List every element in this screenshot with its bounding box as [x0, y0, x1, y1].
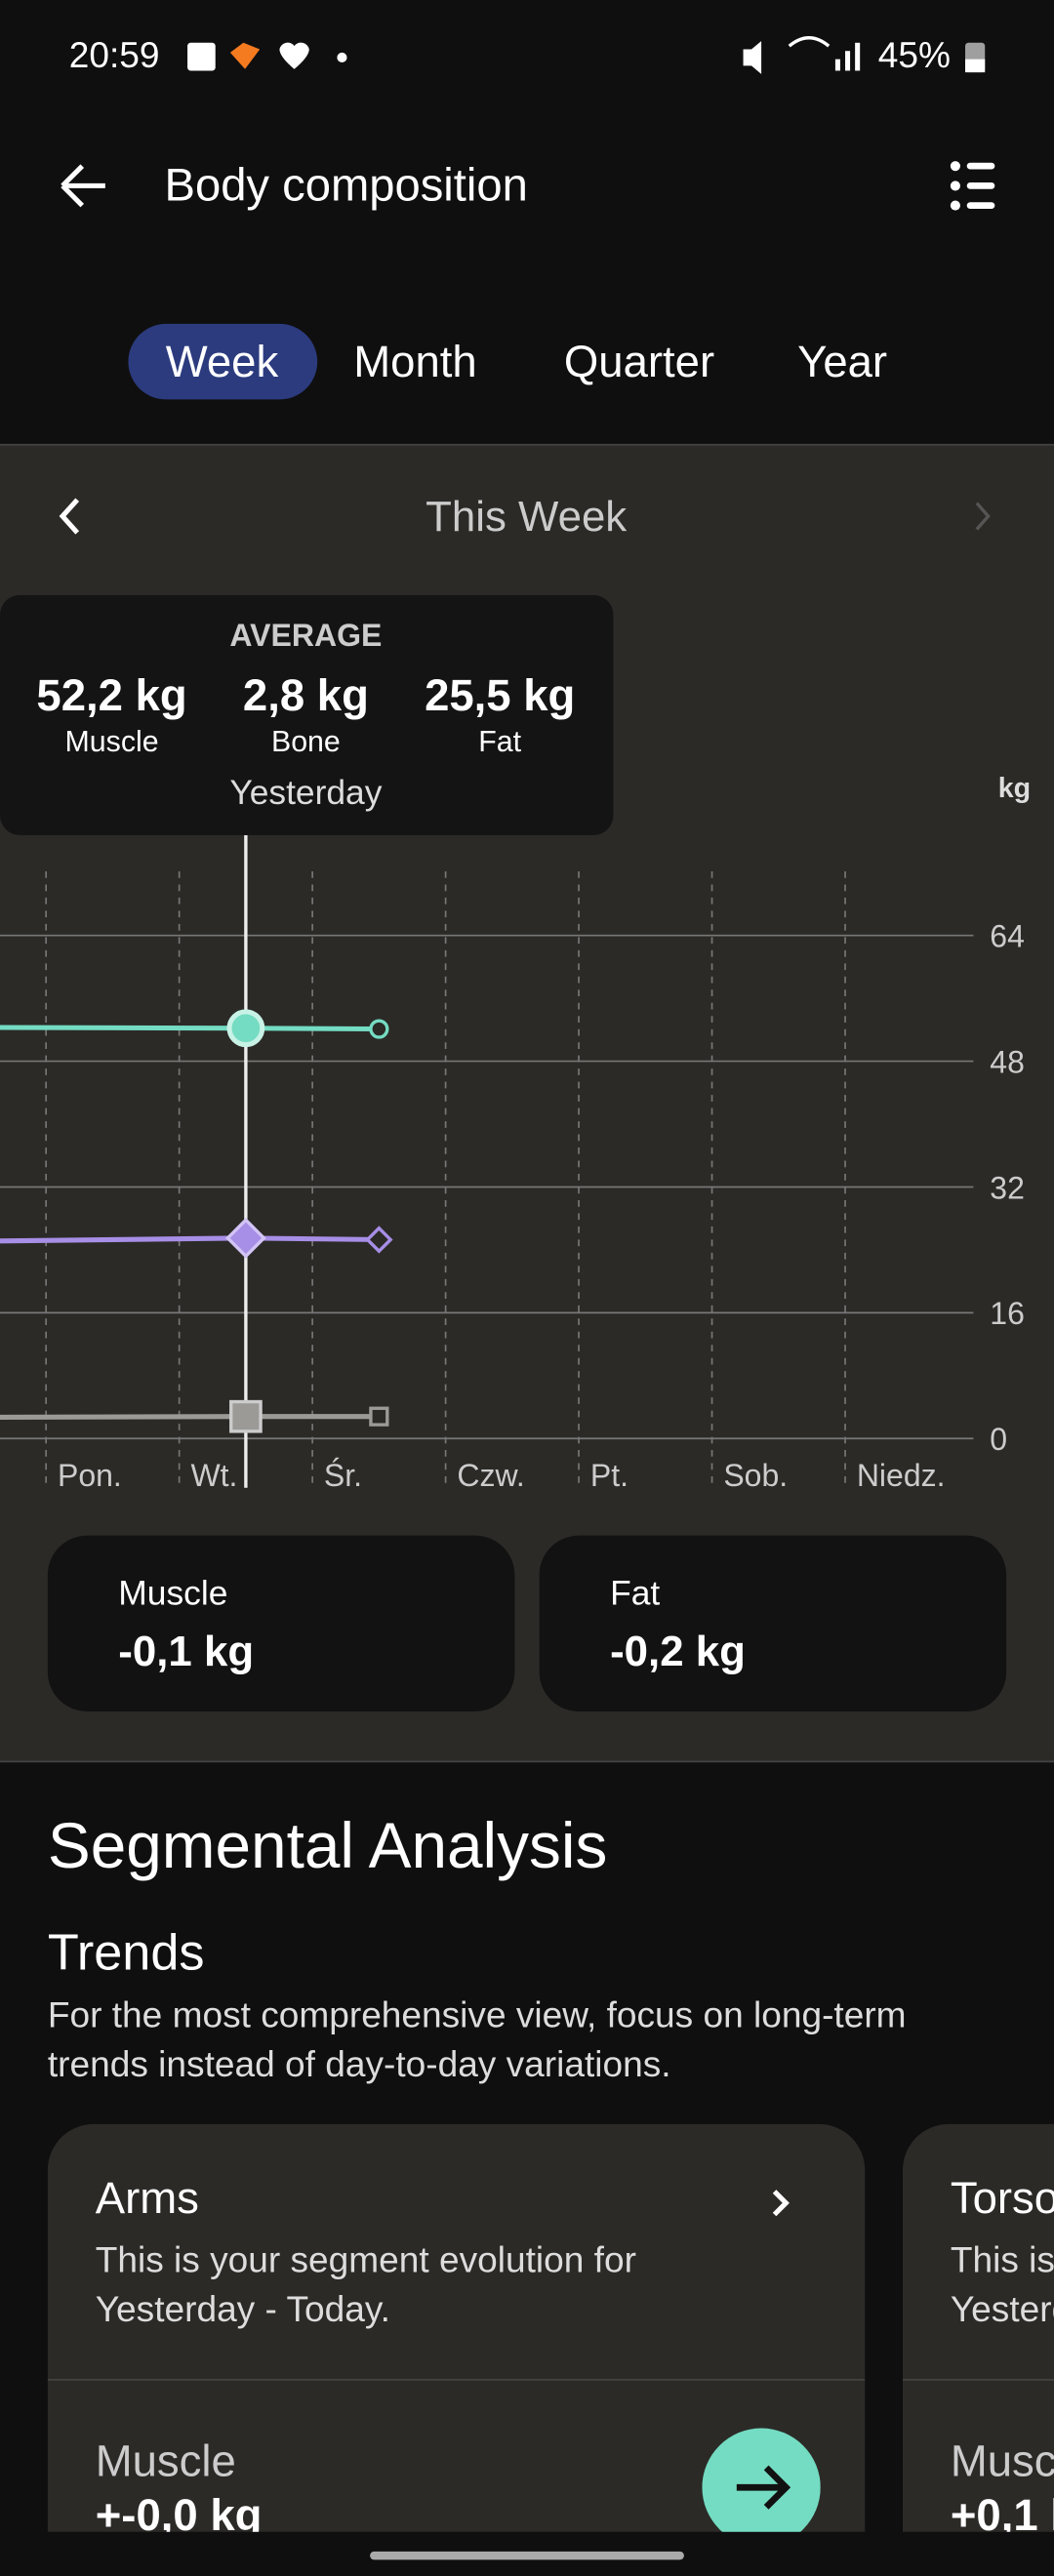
segment-value: +-0,0 kg	[95, 2490, 263, 2532]
x-tick-label: Czw.	[457, 1458, 524, 1493]
divider	[902, 2379, 1054, 2381]
y-tick-label: 48	[990, 1044, 1025, 1079]
segment-value: +0,1 kg	[950, 2490, 1054, 2532]
tab-selected-bg	[128, 323, 318, 400]
point	[229, 1399, 263, 1433]
divider	[47, 2379, 866, 2381]
segment-title: Arms	[95, 2173, 199, 2223]
segment-card[interactable]: Arms This is your segment evolution for …	[47, 2123, 866, 2532]
card-value: -0,2 kg	[610, 1626, 746, 1675]
tooltip: AVERAGE 52,2 kg Muscle 2,8 kg Bone 25,5 …	[0, 594, 614, 835]
tooltip-value: 2,8 kg	[242, 670, 369, 720]
x-tick-label: Pt.	[590, 1458, 628, 1493]
tooltip-value: 52,2 kg	[36, 670, 187, 720]
tooltip-label: Bone	[270, 725, 341, 758]
point	[365, 1226, 393, 1254]
chevron	[772, 2190, 790, 2217]
point	[224, 1217, 266, 1259]
card-value: -0,1 kg	[118, 1626, 255, 1675]
y-tick-label: 16	[990, 1296, 1025, 1331]
point	[369, 1019, 389, 1039]
series-line	[0, 1025, 380, 1032]
tab[interactable]: Month	[353, 337, 477, 386]
point	[369, 1406, 389, 1427]
segment-title: Torso	[950, 2173, 1054, 2223]
segment-metric: Muscle	[950, 2435, 1054, 2486]
tooltip-date: Yesterday	[229, 774, 383, 813]
x-tick-label: Śr.	[324, 1458, 362, 1493]
x-tick-label: Niedz.	[857, 1458, 946, 1493]
point	[226, 1009, 265, 1048]
icons	[61, 36, 995, 211]
tooltip-label: Fat	[478, 725, 522, 758]
section-subtitle: Trends	[47, 1923, 205, 1982]
next-button[interactable]	[975, 502, 991, 531]
summary-card: Muscle -0,1 kg	[47, 1535, 515, 1711]
card-label: Fat	[610, 1575, 661, 1613]
tab[interactable]: Year	[797, 337, 888, 386]
y-unit: kg	[998, 773, 1031, 804]
home-indicator	[370, 2551, 684, 2560]
header-title: Body composition	[164, 159, 528, 211]
period-nav	[59, 498, 991, 535]
tab[interactable]: Week	[165, 337, 279, 386]
battery: 45%	[877, 34, 951, 76]
y-tick-label: 32	[990, 1170, 1025, 1205]
tab[interactable]: Quarter	[563, 337, 715, 386]
list-icon[interactable]	[950, 161, 995, 211]
section-description: For the most comprehensive view, focus o…	[47, 1993, 907, 2085]
chart: Pon. Wt. Śr. Czw. Pt. Sob. Niedz. kg 0 16 32 48 64	[0, 773, 1031, 1493]
section-title: Segmental Analysis	[47, 1811, 608, 1883]
tooltip-value: 25,5 kg	[425, 670, 576, 720]
series-line	[0, 1414, 380, 1420]
segment-card[interactable]: Torso This is your segment evolution for…	[902, 2123, 1054, 2532]
segment-carousel: Arms This is your segment evolution for …	[0, 2105, 1054, 2532]
summary-card: Fat -0,2 kg	[539, 1535, 1007, 1711]
series-line	[0, 1235, 380, 1244]
tooltip-heading: AVERAGE	[229, 620, 383, 655]
card-label: Muscle	[118, 1575, 228, 1613]
period-label: This Week	[426, 491, 628, 542]
tooltip-label: Muscle	[64, 725, 159, 758]
x-tick-label: Sob.	[723, 1458, 788, 1493]
y-tick-label: 64	[990, 918, 1025, 953]
segment-metric: Muscle	[95, 2435, 236, 2486]
back-arrow[interactable]	[61, 164, 105, 208]
arrow-button[interactable]	[702, 2428, 821, 2532]
y-tick-label: 0	[990, 1422, 1007, 1457]
x-tick-label: Pon.	[58, 1458, 122, 1493]
segment-text: This is your segment evolution for Yeste…	[950, 2238, 1054, 2330]
x-tick-label: Wt.	[190, 1458, 237, 1493]
status-time: 20:59	[68, 34, 160, 76]
prev-button[interactable]	[59, 498, 80, 535]
segment-text: This is your segment evolution for Yeste…	[95, 2238, 636, 2330]
